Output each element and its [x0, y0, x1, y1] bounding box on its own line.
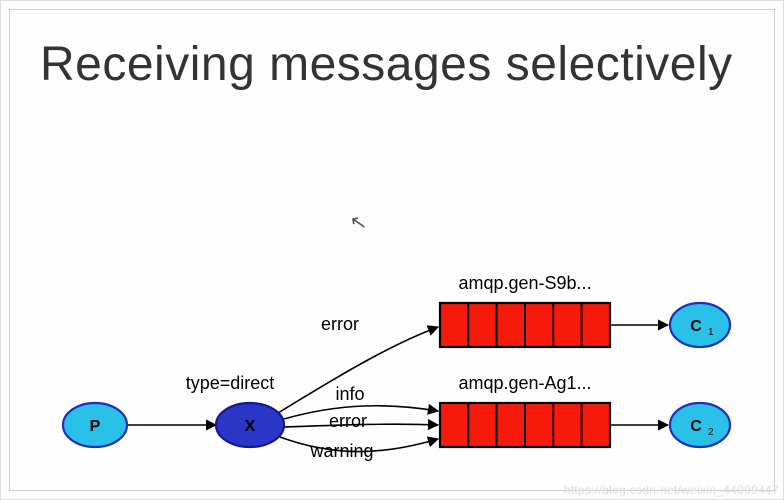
- node-label: X: [245, 418, 256, 435]
- queue-slot: [497, 303, 525, 347]
- node-caption: type=direct: [186, 373, 275, 393]
- edge-label: info: [335, 384, 364, 404]
- inner-frame: Receiving messages selectively ↖ error in…: [9, 9, 775, 491]
- cursor-icon: ↖: [348, 209, 369, 237]
- queue-slot: [468, 303, 496, 347]
- nodes-layer: P Xtype=direct amqp.gen-S9b... amqp.gen-Ag1…: [63, 273, 730, 447]
- queue-slot: [525, 303, 553, 347]
- queue-slot: [440, 403, 468, 447]
- queue-slot: [468, 403, 496, 447]
- queue-slot: [582, 303, 610, 347]
- node-label: P: [90, 418, 101, 435]
- queue-slot: [553, 403, 581, 447]
- watermark: https://blog.csdn.net/weixin_44009447: [564, 483, 779, 497]
- queue-slot: [440, 303, 468, 347]
- edge-label: error: [329, 411, 367, 431]
- queue-slot: [582, 403, 610, 447]
- queue-slot: [525, 403, 553, 447]
- node-caption: amqp.gen-Ag1...: [458, 373, 591, 393]
- page-title: Receiving messages selectively: [40, 28, 733, 102]
- edge-label: warning: [309, 441, 373, 461]
- node-caption: amqp.gen-S9b...: [458, 273, 591, 293]
- node-label: C: [690, 418, 702, 435]
- outer-frame: Receiving messages selectively ↖ error in…: [0, 0, 784, 500]
- node-label-sub: 1: [708, 327, 714, 338]
- edge-label: error: [321, 314, 359, 334]
- routing-diagram: error info error warning P Xtype=direct amqp.…: [20, 235, 760, 485]
- queue-slot: [553, 303, 581, 347]
- node-label: C: [690, 318, 702, 335]
- queue-slot: [497, 403, 525, 447]
- node-label-sub: 2: [708, 427, 714, 438]
